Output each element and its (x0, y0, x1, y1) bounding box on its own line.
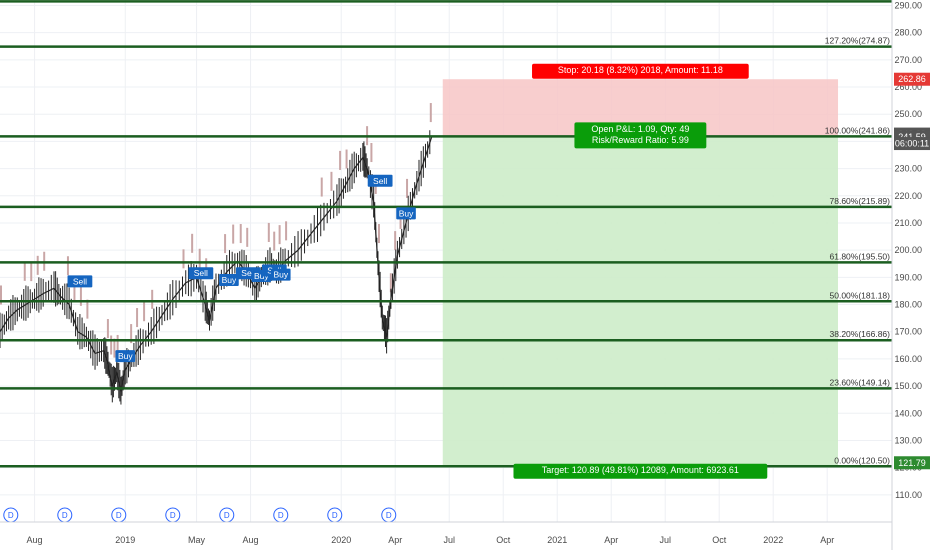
price-tick-label: 200.00 (894, 245, 922, 255)
trade-marker[interactable] (115, 350, 136, 363)
time-tick-label: Jul (443, 535, 455, 545)
time-tick-label: Oct (496, 535, 511, 545)
dividend-marker-text: D (386, 511, 392, 520)
trade-marker[interactable] (396, 207, 416, 220)
trade-marker[interactable] (219, 274, 239, 287)
target-label-text: Target: 120.89 (49.81%) 12089, Amount: 6… (542, 465, 739, 475)
price-badge (894, 137, 930, 151)
fib-level-label: 100.00%(241.86) (825, 125, 890, 135)
trade-marker-text: Buy (222, 275, 237, 285)
time-tick-label: 2020 (331, 535, 351, 545)
price-tick-label: 290.00 (894, 0, 922, 10)
target-label (513, 463, 768, 479)
trade-marker-text: Sell (373, 176, 387, 186)
fib-level-label: 127.20%(274.87) (825, 36, 890, 46)
price-tick-label: 150.00 (894, 381, 922, 391)
dividend-marker-text: D (62, 511, 68, 520)
price-badge-text: 121.79 (898, 458, 926, 468)
time-tick-label: Jul (659, 535, 671, 545)
price-tick-label: 270.00 (894, 55, 922, 65)
price-tick-label: 170.00 (894, 327, 922, 337)
time-tick-label: Apr (820, 535, 834, 545)
pnl-label-text: Risk/Reward Ratio: 5.99 (592, 135, 689, 145)
price-tick-label: 210.00 (894, 218, 922, 228)
price-line (0, 135, 433, 392)
time-tick-label: Aug (243, 535, 259, 545)
price-badge-text: 06:00:11 (895, 139, 929, 149)
trade-marker-text: Buy (273, 270, 288, 280)
dividend-marker-text: D (224, 511, 230, 520)
pnl-label-text: Open P&L: 1.09, Qty: 49 (591, 124, 689, 134)
dividend-marker-text: D (116, 511, 122, 520)
time-tick-label: Oct (712, 535, 727, 545)
trade-marker[interactable] (188, 267, 214, 280)
time-tick-label: 2019 (115, 535, 135, 545)
fib-level-label: 61.80%(195.50) (830, 251, 891, 261)
trade-marker-text: Sell (73, 276, 87, 286)
price-tick-label: 230.00 (894, 164, 922, 174)
fib-level-label: 23.60%(149.14) (830, 377, 891, 387)
time-tick-label: Apr (604, 535, 618, 545)
time-tick-label: Apr (388, 535, 402, 545)
dividend-marker-text: D (332, 511, 338, 520)
time-tick-label: May (188, 535, 206, 545)
fib-level-label: 38.20%(166.86) (830, 329, 891, 339)
pnl-label (574, 122, 707, 149)
price-tick-label: 130.00 (894, 435, 922, 445)
time-tick-label: 2022 (763, 535, 783, 545)
trade-marker-text: Buy (254, 271, 269, 281)
price-tick-label: 140.00 (894, 408, 922, 418)
price-tick-label: 250.00 (894, 109, 922, 119)
price-tick-label: 160.00 (894, 354, 922, 364)
stop-label-text: Stop: 20.18 (8.32%) 2018, Amount: 11.18 (558, 65, 723, 75)
price-tick-label: 260.00 (894, 82, 922, 92)
trade-marker-text: Sell (194, 268, 208, 278)
trade-marker[interactable] (270, 268, 291, 281)
stop-label (532, 63, 749, 79)
dividend-marker-text: D (170, 511, 176, 520)
trade-marker-text: Buy (399, 208, 414, 218)
price-tick-label: 280.00 (894, 28, 922, 38)
dividend-marker-text: D (278, 511, 284, 520)
price-tick-label: 180.00 (894, 300, 922, 310)
time-tick-label: 2021 (547, 535, 567, 545)
fib-level-label: 0.00%(120.50) (834, 455, 890, 465)
fib-level-label: 78.60%(215.89) (830, 196, 891, 206)
trade-marker-text: Sell (241, 268, 255, 278)
price-tick-label: 110.00 (895, 490, 922, 500)
trade-marker[interactable] (367, 174, 393, 187)
fib-level-label: 50.00%(181.18) (830, 290, 891, 300)
dividend-marker-text: D (8, 511, 14, 520)
time-tick-label: Aug (27, 535, 43, 545)
price-badge-text: 262.86 (898, 74, 926, 84)
price-tick-label: 220.00 (894, 191, 922, 201)
trade-marker-text: Buy (118, 351, 133, 361)
trade-marker[interactable] (67, 275, 93, 288)
price-badge (894, 72, 930, 86)
price-badge (894, 456, 930, 470)
price-tick-label: 190.00 (894, 272, 922, 282)
